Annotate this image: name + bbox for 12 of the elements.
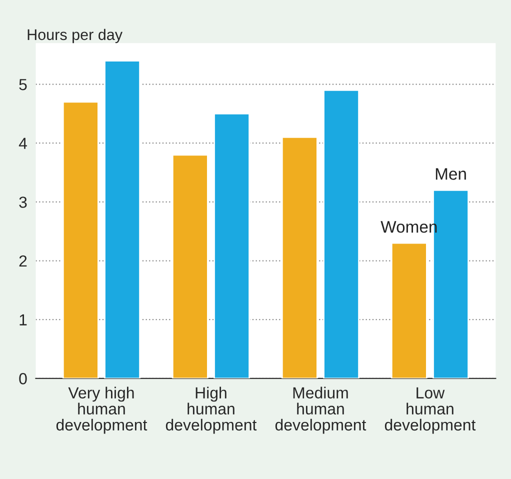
- y-tick-label: 5: [19, 79, 27, 90]
- y-axis-title: Hours per day: [28, 28, 122, 44]
- x-tick-label: Low human development: [384, 387, 476, 434]
- x-tick-label: High human development: [166, 386, 257, 434]
- series-label: Men: [436, 168, 466, 180]
- y-tick-label: 0: [19, 373, 27, 384]
- y-tick-label: 3: [19, 196, 27, 208]
- y-tick-label: 2: [19, 255, 27, 267]
- y-tick-label: 1: [20, 314, 27, 326]
- x-tick-label: Very high human development: [56, 386, 148, 434]
- x-tick-label: Medium human development: [275, 386, 366, 434]
- y-tick-label: 4: [18, 138, 27, 149]
